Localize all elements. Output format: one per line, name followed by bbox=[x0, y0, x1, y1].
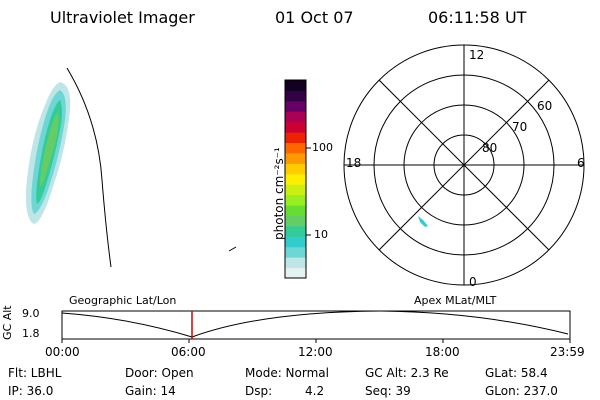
color-bar bbox=[285, 80, 306, 279]
colorbar-units: photon cm⁻²s⁻¹ bbox=[272, 147, 286, 240]
status-ip: IP: 36.0 bbox=[8, 384, 54, 398]
aurora-core bbox=[40, 112, 59, 186]
status-flt: Flt: LBHL bbox=[8, 366, 62, 380]
colorbar-swatch bbox=[285, 236, 306, 248]
colorbar-swatch bbox=[285, 132, 306, 144]
time-label-1800: 18:00 bbox=[425, 345, 460, 359]
time-label-2359: 23:59 bbox=[550, 345, 585, 359]
mlt-label-12: 12 bbox=[469, 48, 485, 62]
colorbar-swatch bbox=[285, 173, 306, 185]
time-label-0600: 06:00 bbox=[171, 345, 206, 359]
date-label: 01 Oct 07 bbox=[275, 8, 354, 27]
lat-label-60: 60 bbox=[537, 99, 553, 113]
geographic-label: Geographic Lat/Lon bbox=[69, 294, 177, 307]
status-mode: Mode: Normal bbox=[245, 366, 329, 380]
status-dsp: Dsp: bbox=[245, 384, 273, 398]
polar-plot bbox=[343, 44, 585, 286]
altitude-ytick-9: 9.0 bbox=[22, 307, 40, 320]
colorbar-swatch bbox=[285, 246, 306, 258]
color-bar-frame bbox=[284, 79, 307, 279]
colorbar-swatch bbox=[285, 205, 306, 216]
apex-label: Apex MLat/MLT bbox=[414, 294, 497, 307]
lat-label-70: 70 bbox=[512, 120, 528, 134]
colorbar-swatch bbox=[285, 121, 306, 133]
altitude-panel bbox=[61, 310, 571, 343]
altitude-ytick-1: 1.8 bbox=[22, 327, 40, 340]
time-label: 06:11:58 UT bbox=[428, 8, 527, 27]
status-dsp-value: 4.2 bbox=[305, 384, 325, 398]
colorbar-swatch bbox=[285, 142, 306, 154]
colorbar-swatch bbox=[285, 225, 306, 237]
status-seq: Seq: 39 bbox=[365, 384, 411, 398]
lat-label-80: 80 bbox=[482, 141, 498, 155]
colorbar-swatch bbox=[285, 111, 306, 123]
colorbar-swatch bbox=[285, 152, 306, 164]
colorbar-swatch bbox=[285, 184, 306, 196]
mlt-label-6: 6 bbox=[577, 156, 585, 170]
status-glat: GLat: 58.4 bbox=[485, 366, 548, 380]
colorbar-label-10: 10 bbox=[314, 228, 328, 241]
colorbar-swatch bbox=[285, 215, 306, 227]
altitude-frame bbox=[61, 310, 571, 340]
instrument-title: Ultraviolet Imager bbox=[50, 8, 195, 27]
mlt-label-18: 18 bbox=[346, 156, 362, 170]
polar-diag-2 bbox=[378, 79, 550, 251]
earth-limb-line bbox=[66, 67, 112, 268]
colorbar-swatch bbox=[285, 163, 306, 175]
time-label-0000: 00:00 bbox=[45, 345, 80, 359]
colorbar-swatch bbox=[285, 100, 306, 112]
geographic-image bbox=[25, 67, 237, 268]
colorbar-swatch bbox=[285, 257, 306, 269]
status-door: Door: Open bbox=[125, 366, 194, 380]
colorbar-swatch bbox=[285, 194, 306, 206]
limb-tick bbox=[228, 246, 237, 252]
colorbar-swatch bbox=[285, 267, 306, 279]
colorbar-label-100: 100 bbox=[312, 141, 333, 154]
altitude-ylabel: GC Alt bbox=[1, 305, 14, 340]
polar-aurora-spot bbox=[418, 216, 428, 227]
altitude-curve bbox=[61, 310, 569, 338]
status-gain: Gain: 14 bbox=[125, 384, 176, 398]
time-label-1200: 12:00 bbox=[298, 345, 333, 359]
colorbar-swatch bbox=[285, 80, 306, 91]
mlt-label-0: 0 bbox=[469, 275, 477, 289]
colorbar-swatch bbox=[285, 90, 306, 102]
status-gc-alt: GC Alt: 2.3 Re bbox=[365, 366, 449, 380]
status-glon: GLon: 237.0 bbox=[485, 384, 558, 398]
